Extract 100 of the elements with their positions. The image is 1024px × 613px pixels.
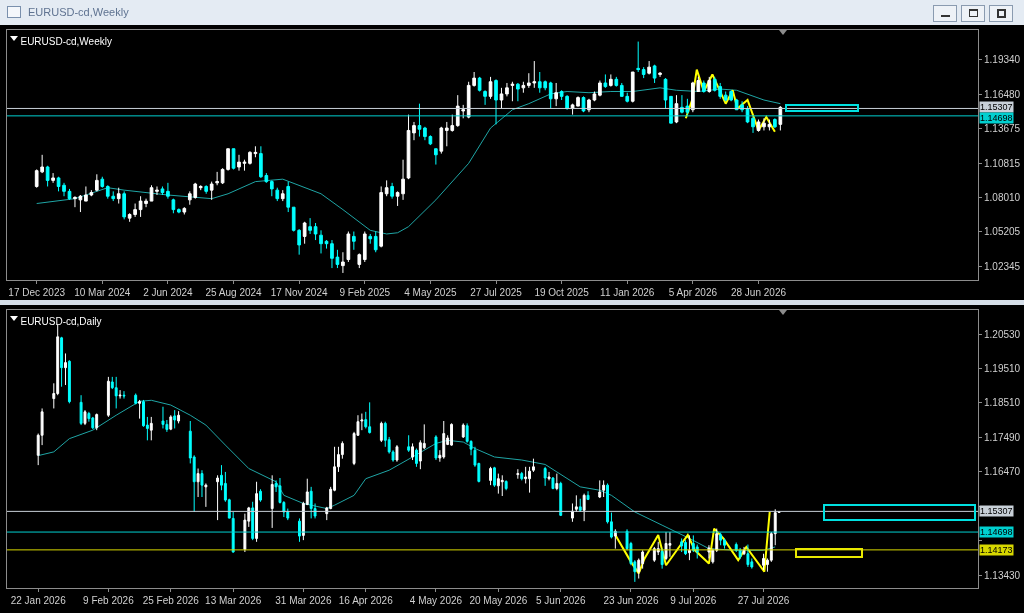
x-tick-label: 22 Jan 2026 — [10, 595, 67, 606]
candlestick — [614, 76, 619, 88]
candlestick — [664, 531, 668, 561]
candlestick — [602, 479, 606, 498]
x-tick-label: 25 Aug 2024 — [205, 287, 263, 298]
candlestick — [516, 468, 520, 480]
x-tick-label: 27 Jul 2025 — [470, 287, 523, 298]
candlestick — [390, 182, 394, 200]
candlestick — [715, 528, 719, 553]
candlestick — [417, 103, 422, 138]
candlestick — [362, 231, 367, 263]
line-series — [37, 399, 776, 551]
x-tick-label: 5 Apr 2026 — [668, 287, 718, 298]
candlestick — [384, 179, 389, 197]
candlestick — [149, 416, 153, 441]
x-tick-label: 19 Oct 2025 — [534, 287, 590, 298]
x-tick-label: 5 Jun 2026 — [535, 595, 586, 606]
candlestick — [166, 182, 170, 200]
candlestick — [64, 352, 67, 386]
candlestick — [308, 217, 312, 235]
candlestick — [118, 389, 122, 400]
y-tick-label: 1.13430 — [984, 569, 1021, 581]
x-tick-label: 9 Feb 2025 — [339, 287, 391, 298]
candlestick — [723, 537, 726, 550]
x-tick-label: 10 Mar 2024 — [74, 287, 131, 298]
candlestick — [204, 482, 208, 508]
candlestick — [395, 444, 399, 463]
candlestick — [216, 474, 220, 521]
candlestick — [488, 76, 493, 100]
candlestick — [510, 81, 515, 102]
candlestick — [255, 481, 259, 543]
candlestick — [496, 473, 500, 495]
candlestick — [461, 422, 465, 439]
candlestick — [134, 393, 138, 405]
candlestick — [373, 231, 378, 253]
candlestick — [95, 173, 99, 192]
x-tick-label: 27 Jul 2026 — [737, 595, 790, 606]
candlestick — [570, 502, 574, 523]
y-tick-label: 1.19510 — [984, 363, 1021, 375]
candlestick — [298, 517, 301, 543]
text: EURUSD-cd,Daily — [20, 316, 102, 327]
candlestick — [701, 80, 706, 94]
candlestick — [259, 488, 262, 503]
candlestick — [95, 413, 99, 431]
candlestick — [598, 80, 602, 97]
candlestick — [477, 76, 482, 92]
candlestick — [231, 148, 236, 170]
candlestick — [357, 252, 362, 269]
ref-line-label: 1.14698 — [980, 113, 1013, 123]
candlestick — [60, 336, 64, 388]
candlestick — [630, 71, 635, 103]
candlestick — [574, 494, 578, 513]
candlestick — [603, 73, 608, 89]
candlestick — [582, 493, 586, 522]
candlestick — [160, 185, 165, 196]
candlestick — [122, 190, 127, 220]
candlestick — [505, 82, 509, 97]
candlestick — [411, 442, 415, 461]
y-tick-label: 1.10815 — [984, 157, 1021, 169]
candlestick — [520, 471, 524, 481]
x-tick-label: 17 Dec 2023 — [8, 287, 66, 298]
candlestick — [439, 126, 444, 155]
x-tick-label: 23 Jun 2026 — [603, 595, 659, 606]
candlestick — [309, 486, 313, 519]
candlestick — [516, 82, 520, 102]
candlestick — [352, 231, 356, 251]
candlestick — [169, 414, 173, 431]
candlestick — [341, 251, 345, 274]
candlestick — [521, 81, 526, 94]
candlestick — [499, 87, 504, 110]
candlestick — [547, 471, 551, 481]
candlestick — [586, 490, 590, 501]
x-tick-label: 31 Mar 2026 — [275, 595, 332, 606]
x-tick-label: 9 Jul 2026 — [670, 595, 717, 606]
x-tick-label: 9 Feb 2026 — [83, 595, 135, 606]
candlestick — [379, 421, 383, 443]
candlestick — [494, 78, 498, 125]
candlestick — [668, 531, 672, 558]
candlestick — [116, 187, 121, 205]
ref-line-label: 1.15307 — [980, 102, 1013, 112]
candlestick — [652, 64, 657, 84]
candlestick — [551, 476, 555, 490]
ref-line-label: 1.15307 — [980, 506, 1013, 516]
candlestick — [581, 95, 586, 113]
candlestick — [554, 82, 559, 107]
candlestick — [528, 466, 531, 494]
y-tick-label: 1.13675 — [984, 122, 1021, 134]
x-tick-label: 4 May 2026 — [409, 595, 463, 606]
candlestick — [483, 89, 487, 106]
x-tick-label: 16 Apr 2026 — [338, 595, 394, 606]
candlestick — [450, 422, 454, 447]
candlestick — [773, 117, 777, 129]
candlestick — [45, 165, 50, 187]
candlestick — [324, 240, 329, 250]
candlestick — [492, 466, 496, 488]
ref-line-label: 1.14173 — [980, 545, 1013, 555]
x-tick-label: 13 Mar 2026 — [205, 595, 262, 606]
candlestick — [636, 41, 641, 73]
candlestick — [67, 359, 71, 404]
candlestick — [302, 221, 307, 245]
